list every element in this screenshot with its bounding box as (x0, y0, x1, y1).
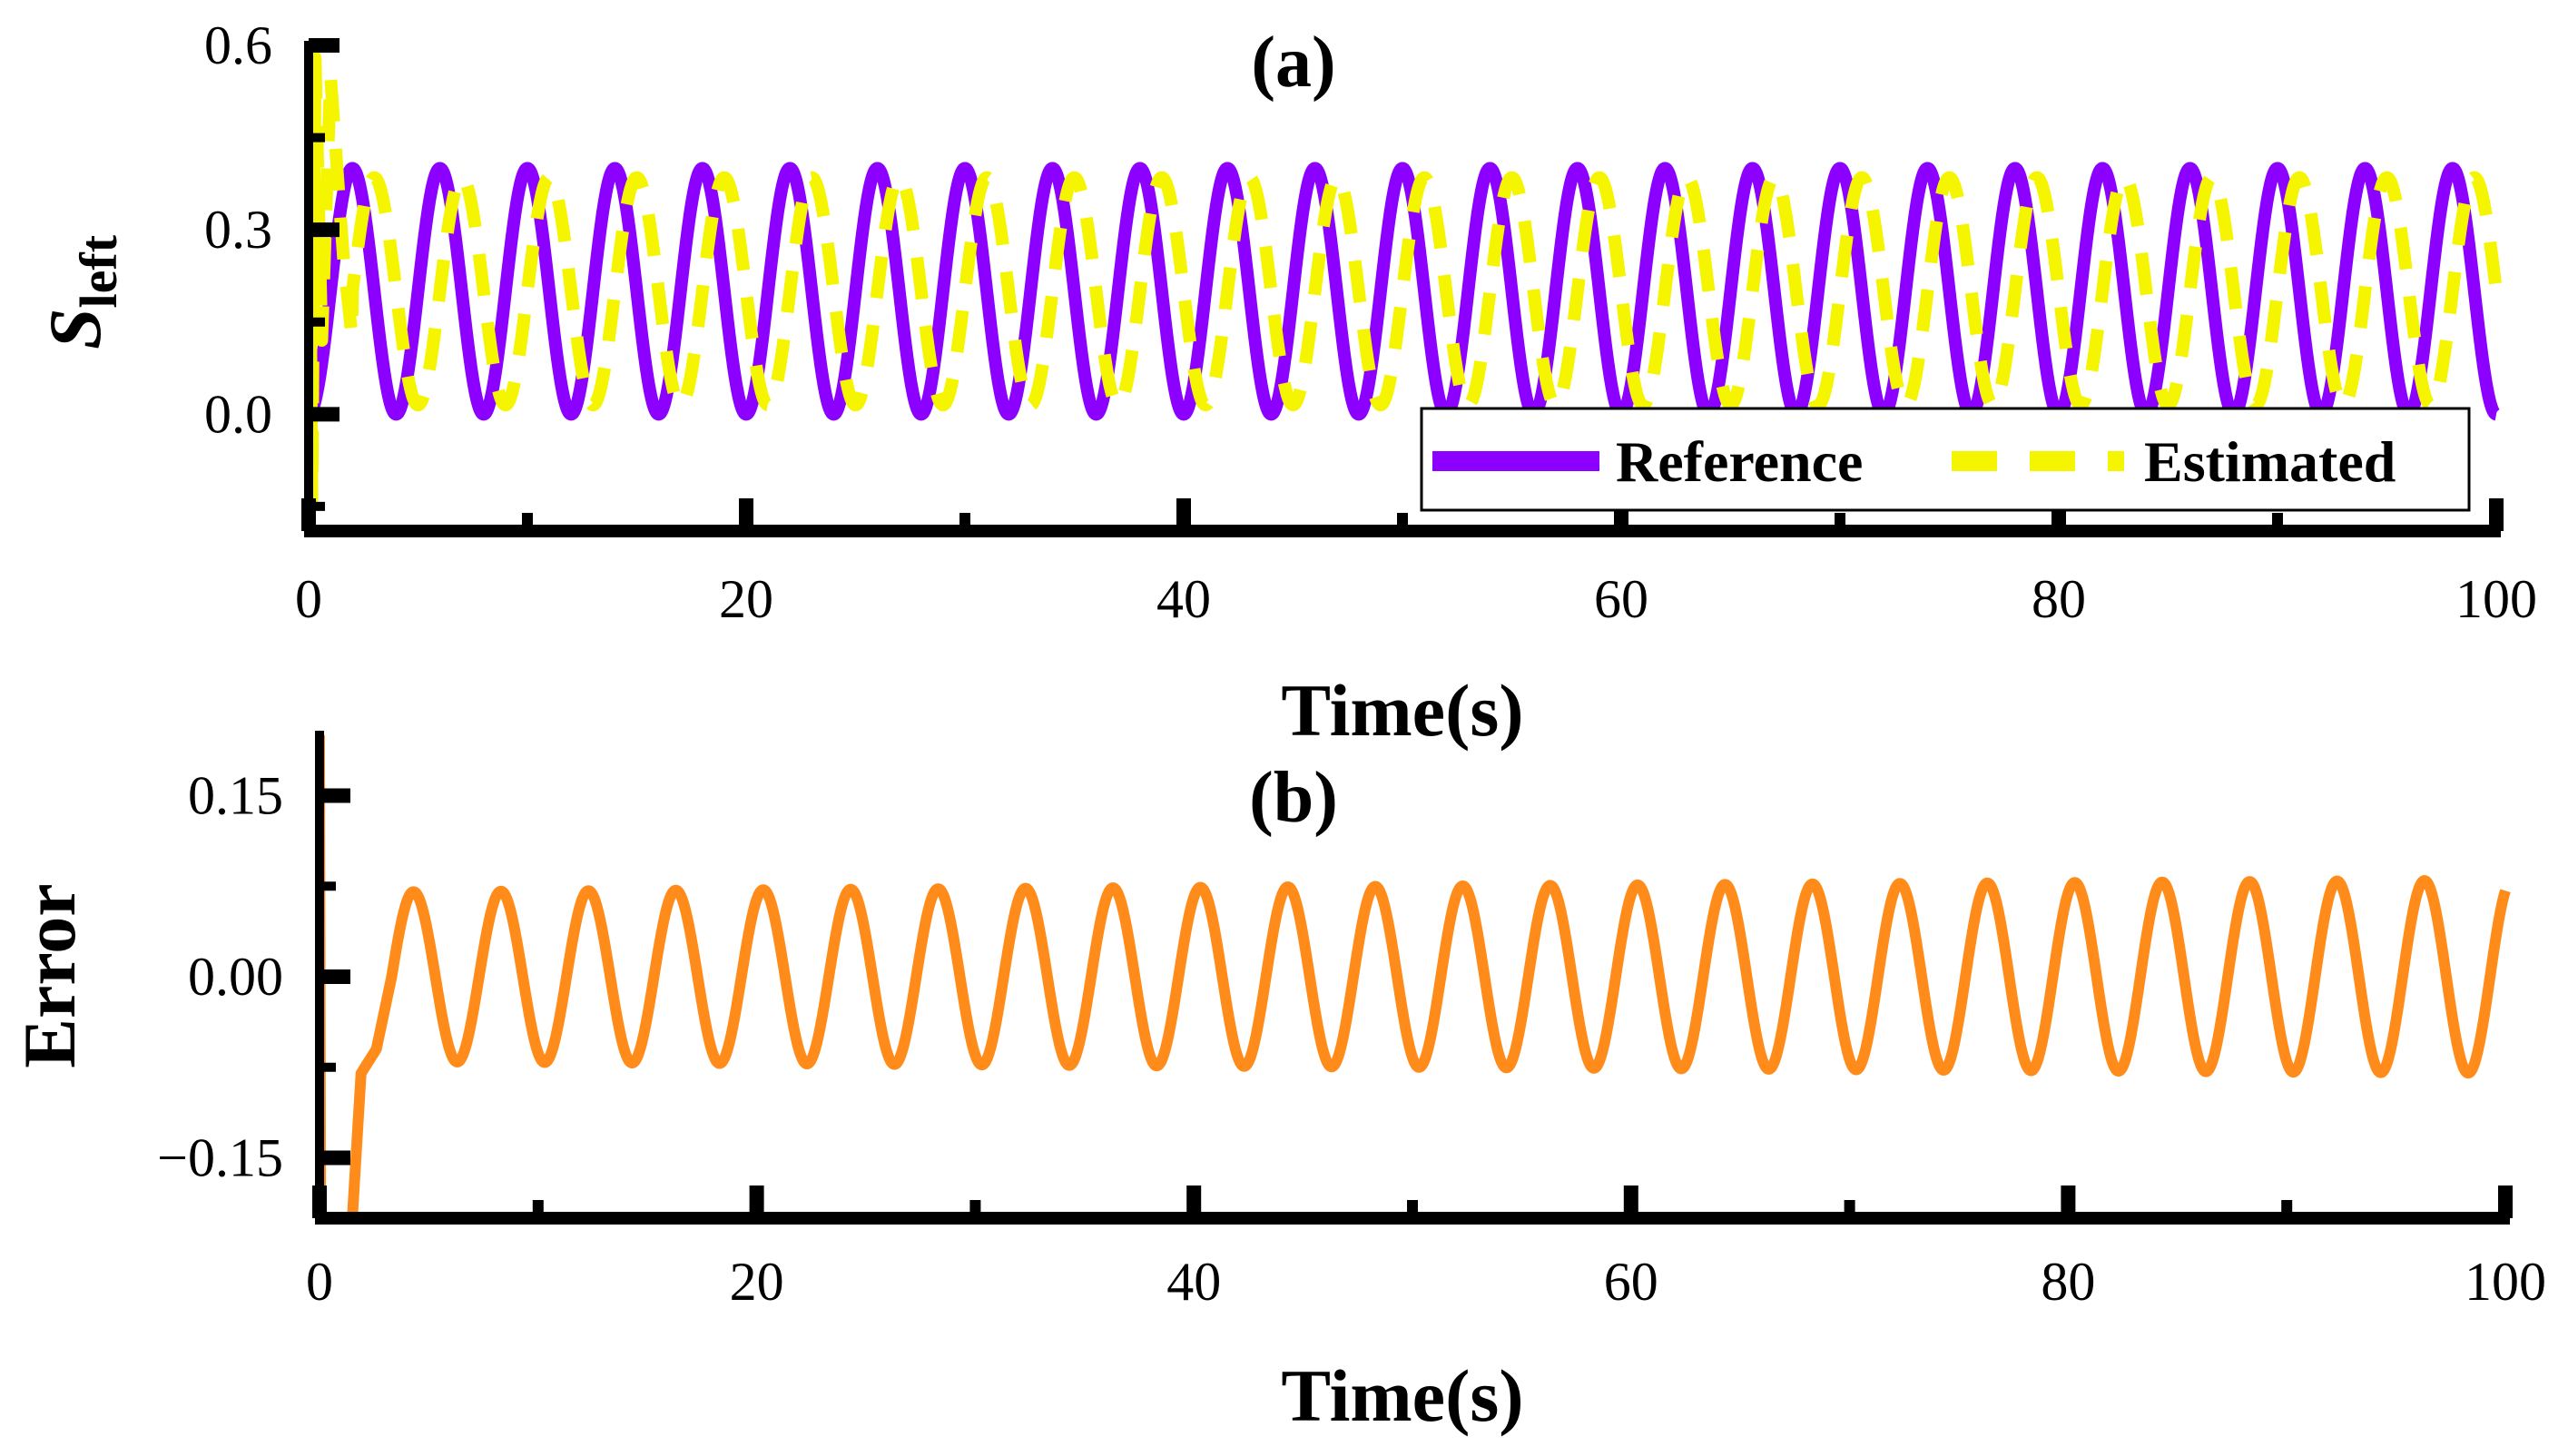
panel-b-y-axis-title: Error (8, 883, 91, 1067)
x-tick-label: 60 (1604, 1252, 1658, 1312)
series-line-reference (309, 162, 2503, 421)
x-tick-label: 80 (2032, 569, 2086, 629)
legend-reference-label: Reference (1616, 429, 1863, 494)
panel-a-legend: Reference Estimated (1420, 407, 2471, 512)
legend-estimated-label: Estimated (2144, 429, 2396, 494)
y-tick-label: 0.00 (188, 947, 283, 1007)
y-tick-label: −0.15 (157, 1128, 283, 1188)
x-tick-label: 0 (295, 569, 322, 629)
panel-a: (a) 0 20 40 60 80 100 0.0 0.3 0.6 Reference Esti… (34, 15, 2537, 752)
y-tick-label: 0.3 (204, 200, 272, 260)
y-title-main: S (34, 308, 116, 349)
panel-a-series-group (309, 44, 2503, 507)
panel-b-title: (b) (1249, 758, 1338, 838)
panel-a-title: (a) (1251, 23, 1335, 103)
panel-b: (b) 0 20 40 60 80 100 −0.15 0.00 0.15 Time(s) Er… (8, 731, 2546, 1437)
series-line-estimated (309, 44, 2503, 507)
x-tick-label: 20 (719, 569, 773, 629)
x-tick-label: 40 (1156, 569, 1211, 629)
y-tick-label: 0.6 (204, 15, 272, 75)
panel-b-axes: 0 20 40 60 80 100 −0.15 0.00 0.15 (157, 731, 2546, 1312)
x-tick-label: 100 (2455, 569, 2537, 629)
x-tick-label: 60 (1594, 569, 1648, 629)
panel-b-x-axis-title: Time(s) (1281, 1354, 1523, 1437)
x-tick-label: 100 (2465, 1252, 2546, 1312)
panel-a-y-axis-title: Sleft (34, 234, 128, 349)
x-tick-label: 20 (730, 1252, 784, 1312)
panel-b-series-group (320, 734, 2511, 1218)
series-line-error (320, 734, 2511, 1218)
x-tick-label: 40 (1166, 1252, 1221, 1312)
y-title-subscript: left (69, 234, 128, 308)
y-tick-label: 0.0 (204, 384, 272, 444)
panel-a-x-axis-title: Time(s) (1281, 669, 1523, 752)
x-tick-label: 80 (2041, 1252, 2095, 1312)
x-tick-label: 0 (306, 1252, 333, 1312)
y-tick-label: 0.15 (188, 766, 283, 826)
